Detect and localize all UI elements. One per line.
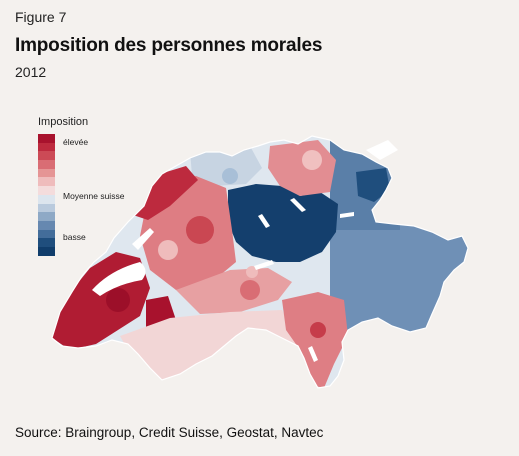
lakes (92, 140, 398, 362)
legend-swatch-11 (38, 229, 55, 239)
legend-swatch-5 (38, 177, 55, 187)
legend-swatch-0 (38, 134, 55, 143)
region-appenzell (356, 168, 390, 202)
lake-zurich (290, 198, 306, 212)
legend-high-label: élevée (63, 137, 89, 147)
legend-color-scale (38, 134, 55, 256)
region-north (190, 146, 262, 186)
region-spot (302, 150, 322, 170)
legend-swatch-1 (38, 142, 55, 152)
lake-lucerne (258, 214, 270, 228)
region-spot (240, 280, 260, 300)
chart-title: Imposition des personnes morales (15, 35, 323, 56)
lake-neuchatel (132, 228, 154, 250)
source-note: Source: Braingroup, Credit Suisse, Geost… (15, 425, 324, 440)
legend-swatch-3 (38, 160, 55, 169)
map-legend: Imposition élevée Moyenne suisse basse (38, 116, 138, 256)
legend-swatch-8 (38, 203, 55, 213)
figure-label: Figure 7 (15, 9, 67, 25)
legend-swatch-6 (38, 186, 55, 195)
legend-swatch-2 (38, 151, 55, 161)
chart-subtitle: 2012 (15, 64, 47, 80)
region-central (228, 184, 338, 262)
legend-swatch-4 (38, 168, 55, 178)
region-spot (186, 216, 214, 244)
legend-swatch-10 (38, 220, 55, 230)
region-oberland (176, 268, 292, 314)
legend-swatch-7 (38, 194, 55, 204)
legend-low-label: basse (63, 232, 86, 242)
lake-thun (254, 260, 274, 270)
legend-swatch-9 (38, 212, 55, 221)
lake-maggiore (308, 346, 318, 362)
legend-swatch-12 (38, 238, 55, 247)
region-ticino (282, 292, 348, 388)
lake-walen (340, 212, 354, 218)
country-outline (51, 135, 469, 389)
lake-constance (366, 140, 398, 160)
legend-swatch-13 (38, 246, 55, 256)
region-spot (222, 168, 238, 184)
region-spot (158, 240, 178, 260)
legend-title: Imposition (38, 116, 89, 128)
region-spot (246, 266, 258, 278)
region-spot (310, 322, 326, 338)
legend-mid-label: Moyenne suisse (63, 191, 125, 201)
region-spot (106, 288, 130, 312)
lake-geneva (92, 262, 146, 296)
